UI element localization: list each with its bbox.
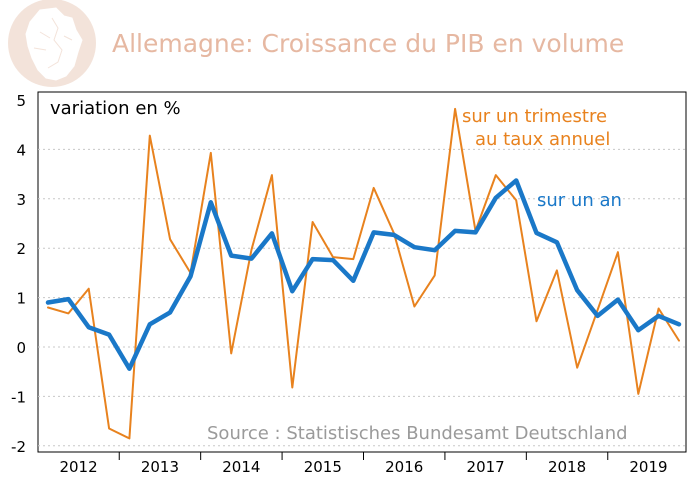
source-note: Source : Statistisches Bundesamt Deutsch… [207,423,628,444]
x-tick-label: 2019 [629,458,667,476]
gridlines [38,148,686,447]
x-tick-label: 2013 [141,458,179,476]
x-axis-ticks: 2012 2013 2014 2015 2016 2017 2018 2019 [59,452,668,476]
y-tick-label: -2 [11,438,26,456]
series-label-annual: sur un an [537,190,622,211]
x-tick-label: 2018 [548,458,586,476]
y-tick-label: 4 [16,141,26,159]
x-tick-label: 2015 [304,458,342,476]
y-tick-label: 1 [16,290,26,308]
y-tick-label: 3 [16,191,26,209]
y-axis-label: variation en % [50,98,181,119]
series-layer [45,107,682,440]
y-axis-ticks: 5 4 3 2 1 0 -1 -2 [11,92,26,456]
y-tick-label: 0 [16,339,26,357]
series-line-annual [45,178,682,371]
plot-area [37,91,687,453]
x-tick-label: 2012 [59,458,97,476]
germany-map-icon [8,0,96,87]
x-tick-label: 2016 [385,458,423,476]
y-tick-label: 5 [16,92,26,110]
chart-title: Allemagne: Croissance du PIB en volume [112,29,624,58]
y-tick-label: 2 [16,240,26,258]
series-label-quarterly-line2: au taux annuel [475,129,610,150]
y-tick-label: -1 [11,388,26,406]
series-line-quarterly [47,107,680,440]
series-label-quarterly-line1: sur un trimestre [462,106,607,127]
x-tick-label: 2014 [222,458,260,476]
x-tick-label: 2017 [467,458,505,476]
